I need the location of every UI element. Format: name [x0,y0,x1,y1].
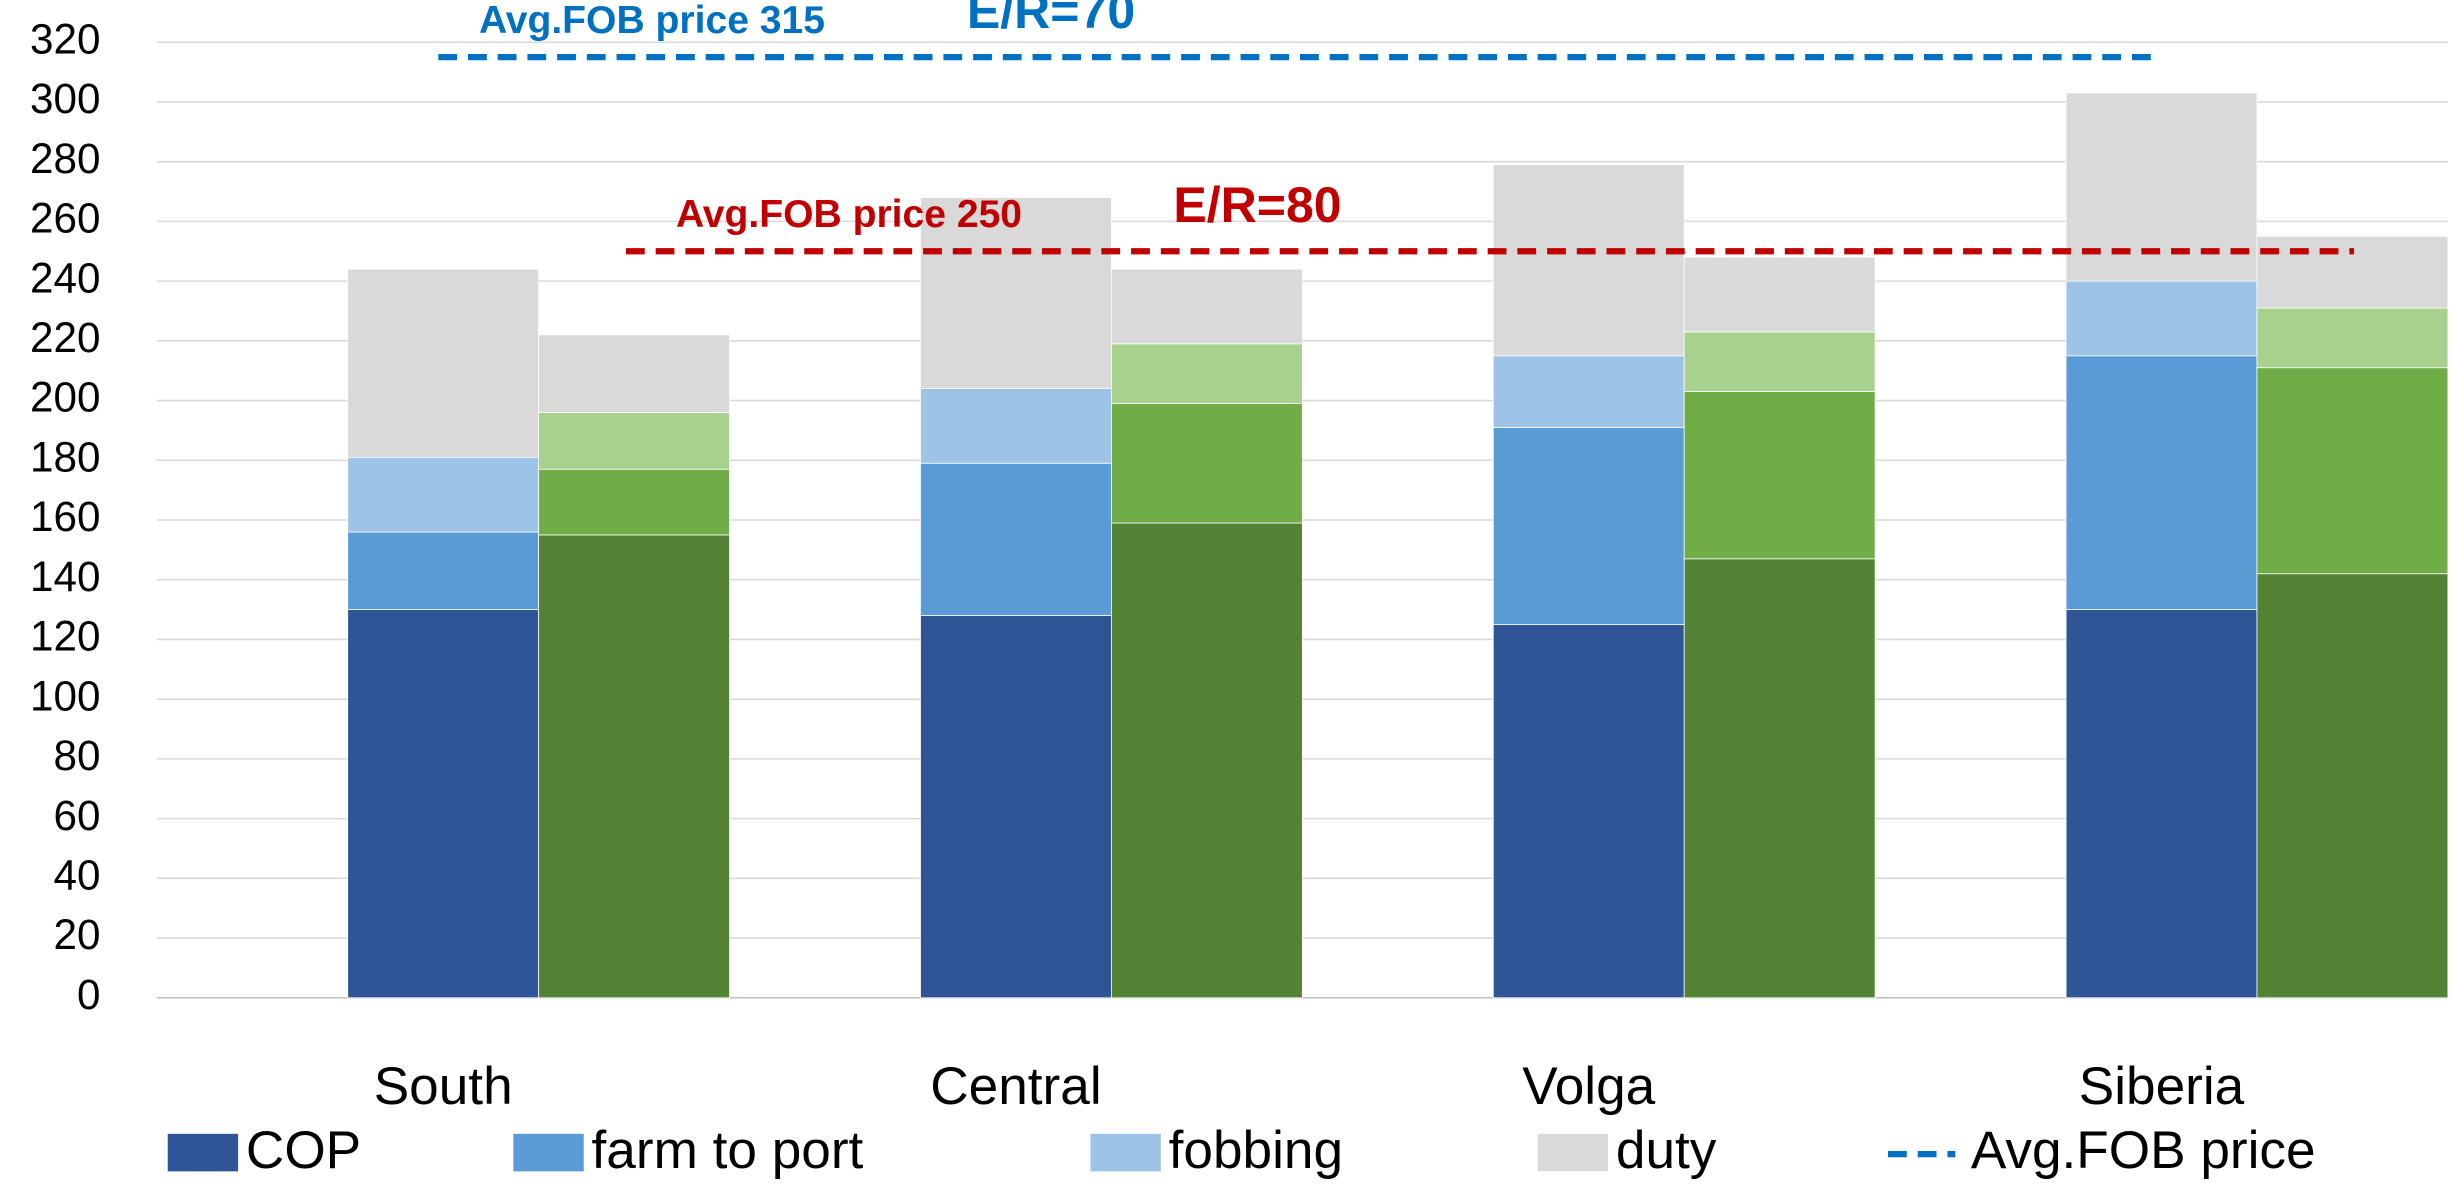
legend-swatch [1537,1133,1609,1172]
y-tick-label: 220 [30,314,100,361]
bar-segment [1683,558,1876,999]
bar-segment [1492,355,1685,428]
bar-segment [920,197,1112,390]
x-tick-label: Volga [1522,1057,1655,1116]
legend-swatch [167,1133,239,1172]
line-note: E/R=70 [967,0,1135,39]
bar-segment [347,456,540,533]
line-label: Avg.FOB price 250 [676,193,1022,236]
y-tick-label: 100 [30,672,100,719]
bar-segment [920,462,1112,616]
line-label: Avg.FOB price 315 [479,0,825,42]
y-tick-label: 40 [54,851,101,898]
legend-label: duty [1616,1121,1717,1180]
y-tick-label: 140 [30,553,100,600]
bar-segment [1683,391,1876,560]
legend-label: fobbing [1169,1121,1343,1180]
y-tick-label: 300 [30,75,100,122]
y-tick-label: 20 [54,911,101,958]
bar-segment [920,615,1112,999]
bar-segment [2256,235,2449,309]
bar-segment [2065,92,2258,282]
bar-segment [538,334,730,413]
bar-segment [1111,268,1303,345]
x-tick-label: Central [930,1057,1101,1116]
line-note: E/R=80 [1173,177,1341,233]
bar-segment [1683,256,1876,333]
bar-segment [538,468,730,536]
bar-segment [538,412,730,470]
x-tick-label: Siberia [2079,1057,2245,1116]
bar-segment [347,531,540,610]
bar-segment [2256,367,2449,575]
legend-swatch [1090,1133,1161,1172]
y-tick-label: 200 [30,374,100,421]
y-tick-label: 320 [30,15,100,62]
bar-segment [538,534,730,999]
legend-label: COP [246,1121,361,1180]
bar-segment [1111,403,1303,524]
y-tick-label: 120 [30,613,100,660]
bar-segment [2256,573,2449,999]
y-tick-label: 160 [30,493,100,540]
bar-segment [1111,522,1303,999]
y-tick-label: 280 [30,135,100,182]
legend-label: farm to port [592,1121,864,1180]
y-tick-label: 60 [54,792,101,839]
legend-swatch [513,1133,584,1172]
bar-segment [2065,609,2258,999]
bar-segment [1111,343,1303,404]
bar-segment [1683,331,1876,392]
y-tick-label: 180 [30,433,100,480]
y-tick-label: 260 [30,195,100,242]
x-tick-label: South [374,1057,513,1116]
bar-segment [2065,355,2258,610]
bar-segment [347,609,540,999]
bar-segment [1492,624,1685,999]
bar-segment [1492,427,1685,625]
bar-segment [1492,164,1685,357]
y-tick-label: 80 [54,732,101,779]
bar-segment [347,268,540,458]
y-tick-label: 240 [30,254,100,301]
bar-segment [920,388,1112,464]
bar-segment [2256,307,2449,369]
legend-label: Avg.FOB price [1971,1121,2316,1180]
bar-segment [2065,280,2258,357]
y-tick-label: 0 [77,971,100,1018]
